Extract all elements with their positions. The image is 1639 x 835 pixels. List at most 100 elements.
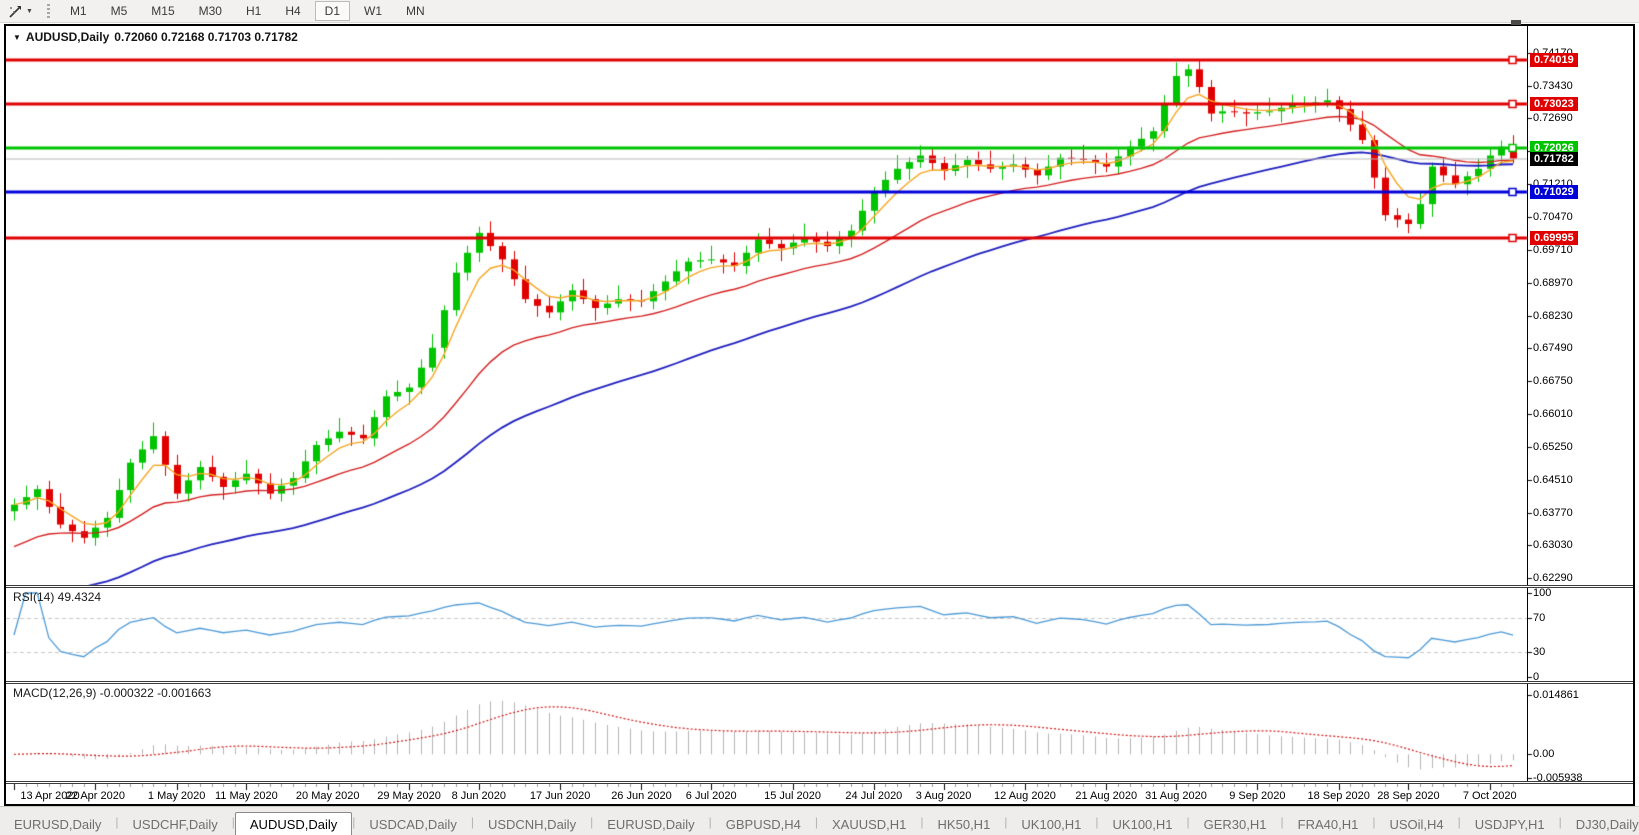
chart-tab-eurusd-daily-5[interactable]: EURUSD,Daily bbox=[607, 817, 695, 832]
price-tick-0.62290: 0.62290 bbox=[1533, 572, 1573, 584]
tab-separator: | bbox=[352, 814, 356, 829]
date-label-21-aug-2020: 21 Aug 2020 bbox=[1075, 790, 1138, 802]
chart-title: ▼ AUDUSD,Daily 0.72060 0.72168 0.71703 0… bbox=[13, 30, 298, 44]
rsi-tick-100: 100 bbox=[1533, 587, 1552, 599]
chart-tab-hk50-h1-8[interactable]: HK50,H1 bbox=[937, 817, 991, 832]
chart-tab-uk100-h1-9[interactable]: UK100,H1 bbox=[1021, 817, 1082, 832]
toolbar-grip[interactable] bbox=[46, 4, 50, 18]
hline-price-badge-0.73023: 0.73023 bbox=[1530, 96, 1578, 111]
date-label-29-may-2020: 29 May 2020 bbox=[377, 790, 441, 802]
chart-tab-fra40-h1-12[interactable]: FRA40,H1 bbox=[1297, 817, 1359, 832]
date-label-28-sep-2020: 28 Sep 2020 bbox=[1377, 790, 1440, 802]
chart-window: ▼ AUDUSD,Daily 0.72060 0.72168 0.71703 0… bbox=[4, 20, 1635, 806]
timeframe-button-w1[interactable]: W1 bbox=[364, 4, 382, 18]
macd-date-separator bbox=[6, 781, 1633, 784]
dropdown-caret-icon: ▼ bbox=[26, 7, 33, 15]
chart-tab-eurusd-daily-0[interactable]: EURUSD,Daily bbox=[14, 817, 102, 832]
tab-separator: | bbox=[231, 814, 235, 829]
chart-tab-usdjpy-h1-14[interactable]: USDJPY,H1 bbox=[1474, 817, 1545, 832]
price-tick-0.69710: 0.69710 bbox=[1533, 244, 1573, 257]
chart-tab-dj30-daily-15[interactable]: DJ30,Daily bbox=[1575, 817, 1639, 832]
timeframe-button-m15[interactable]: M15 bbox=[151, 4, 175, 18]
main-rsi-separator[interactable] bbox=[6, 585, 1633, 588]
price-tick-0.63770: 0.63770 bbox=[1533, 506, 1573, 519]
current-price-badge: 0.71782 bbox=[1530, 151, 1578, 166]
hline-price-badge-0.69995: 0.69995 bbox=[1530, 230, 1578, 245]
price-tick-0.68230: 0.68230 bbox=[1533, 309, 1573, 322]
timeframe-button-m1[interactable]: M1 bbox=[69, 4, 87, 18]
hline-price-badge-0.71029: 0.71029 bbox=[1530, 184, 1578, 199]
tab-separator: | bbox=[814, 814, 818, 829]
chart-tabbar: EURUSD,Daily | USDCHF,Daily | AUDUSD,Daily | U… bbox=[0, 806, 1639, 835]
tab-separator: | bbox=[590, 814, 594, 829]
tab-separator: | bbox=[1186, 814, 1190, 829]
timeframe-button-h4[interactable]: H4 bbox=[285, 4, 301, 18]
hline-price-badge-0.74019: 0.74019 bbox=[1530, 52, 1578, 67]
date-label-26-jun-2020: 26 Jun 2020 bbox=[611, 790, 672, 802]
timeframe-button-m30[interactable]: M30 bbox=[198, 4, 222, 18]
date-label-12-aug-2020: 12 Aug 2020 bbox=[994, 790, 1056, 802]
price-tick-0.70470: 0.70470 bbox=[1533, 210, 1573, 223]
tab-separator: | bbox=[1095, 814, 1099, 829]
price-tick-0.64510: 0.64510 bbox=[1533, 473, 1573, 486]
rsi-indicator-label: RSI(14) 49.4324 bbox=[13, 590, 102, 604]
price-chart-canvas[interactable] bbox=[6, 26, 1633, 804]
chart-tab-xauusd-h1-7[interactable]: XAUUSD,H1 bbox=[832, 817, 907, 832]
rsi-tick-30: 30 bbox=[1533, 645, 1546, 658]
date-label-9-sep-2020: 9 Sep 2020 bbox=[1229, 790, 1286, 802]
chart-ohlc-values: 0.72060 0.72168 0.71703 0.71782 bbox=[114, 30, 298, 44]
rsi-tick-0: 0 bbox=[1533, 671, 1540, 683]
macd-tick-0.014861: 0.014861 bbox=[1533, 689, 1579, 701]
cursor-glyph bbox=[9, 5, 21, 18]
tab-separator: | bbox=[1004, 814, 1008, 829]
macd-tick--0.005938: -0.005938 bbox=[1533, 772, 1583, 784]
chart-tab-uk100-h1-10[interactable]: UK100,H1 bbox=[1112, 817, 1173, 832]
price-tick-0.66750: 0.66750 bbox=[1533, 374, 1573, 387]
date-label-18-sep-2020: 18 Sep 2020 bbox=[1307, 790, 1370, 802]
timeframe-buttons: M1 M5 M15 M30 H1 H4 D1 W1 MN bbox=[58, 1, 437, 21]
price-tick-0.65250: 0.65250 bbox=[1533, 441, 1573, 454]
timeframe-toolbar: ▼ M1 M5 M15 M30 H1 H4 D1 W1 MN bbox=[0, 0, 1639, 23]
tab-separator: | bbox=[1280, 814, 1284, 829]
date-label-6-jul-2020: 6 Jul 2020 bbox=[685, 790, 737, 802]
date-label-3-aug-2020: 3 Aug 2020 bbox=[915, 790, 972, 802]
price-tick-0.72690: 0.72690 bbox=[1533, 112, 1573, 125]
window-corner-marker bbox=[1511, 20, 1521, 25]
rsi-tick-70: 70 bbox=[1533, 612, 1546, 625]
date-label-11-may-2020: 11 May 2020 bbox=[214, 790, 278, 802]
rsi-macd-separator[interactable] bbox=[6, 681, 1633, 684]
tab-separator: | bbox=[708, 814, 712, 829]
price-tick-0.67490: 0.67490 bbox=[1533, 342, 1573, 355]
crosshair-cursor-icon[interactable]: ▼ bbox=[4, 1, 37, 21]
tab-separator: | bbox=[1372, 814, 1376, 829]
price-axis-line bbox=[1527, 26, 1528, 783]
date-label-24-jul-2020: 24 Jul 2020 bbox=[845, 790, 903, 802]
date-label-20-may-2020: 20 May 2020 bbox=[295, 790, 360, 802]
price-tick-0.63030: 0.63030 bbox=[1533, 539, 1573, 552]
tab-separator: | bbox=[470, 814, 474, 829]
chart-tab-usdcad-daily-3[interactable]: USDCAD,Daily bbox=[369, 817, 457, 832]
tab-separator: | bbox=[1457, 814, 1461, 829]
timeframe-button-mn[interactable]: MN bbox=[406, 4, 425, 18]
chart-tab-audusd-daily-2[interactable]: AUDUSD,Daily bbox=[234, 812, 353, 835]
chart-tab-ger30-h1-11[interactable]: GER30,H1 bbox=[1203, 817, 1267, 832]
timeframe-button-h1[interactable]: H1 bbox=[245, 4, 262, 18]
chart-tab-usdchf-daily-1[interactable]: USDCHF,Daily bbox=[132, 817, 218, 832]
macd-indicator-label: MACD(12,26,9) -0.000322 -0.001663 bbox=[13, 686, 212, 700]
price-tick-0.68970: 0.68970 bbox=[1533, 276, 1573, 289]
tab-separator: | bbox=[115, 814, 119, 829]
macd-tick-0.00: 0.00 bbox=[1533, 748, 1555, 761]
tab-separator: | bbox=[1558, 814, 1562, 829]
timeframe-button-m5[interactable]: M5 bbox=[110, 4, 128, 18]
chart-tab-usdcnh-daily-4[interactable]: USDCNH,Daily bbox=[487, 817, 577, 832]
timeframe-button-d1[interactable]: D1 bbox=[314, 1, 350, 21]
chart-tab-usoil-h4-13[interactable]: USOil,H4 bbox=[1389, 817, 1444, 832]
chart-collapse-triangle-icon[interactable]: ▼ bbox=[13, 32, 21, 42]
date-label-17-jun-2020: 17 Jun 2020 bbox=[529, 790, 591, 802]
chart-symbol-label: AUDUSD,Daily bbox=[25, 30, 110, 44]
chart-tab-gbpusd-h4-6[interactable]: GBPUSD,H4 bbox=[725, 817, 801, 832]
tab-separator: | bbox=[920, 814, 924, 829]
date-label-8-jun-2020: 8 Jun 2020 bbox=[451, 790, 507, 802]
date-label-7-oct-2020: 7 Oct 2020 bbox=[1462, 790, 1517, 802]
date-label-13-apr-2020: 13 Apr 2020 bbox=[20, 790, 80, 802]
